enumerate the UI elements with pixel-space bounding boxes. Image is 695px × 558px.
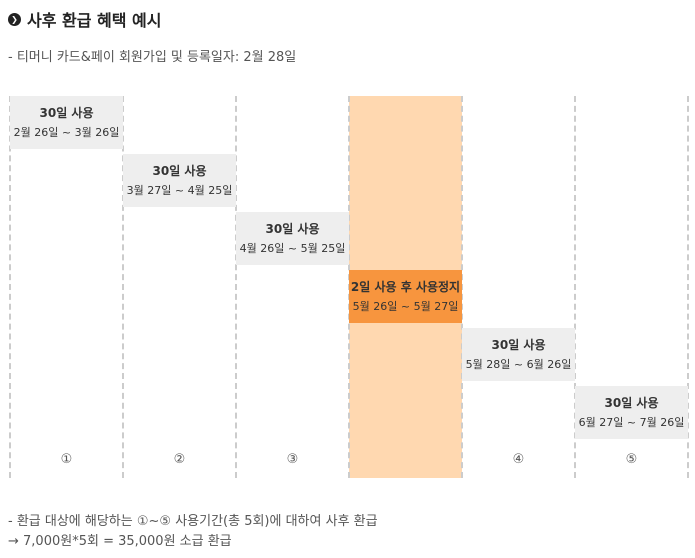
column-divider <box>574 96 576 478</box>
period-dates: 5월 26일 ~ 5월 27일 <box>352 299 459 313</box>
column-number-3: ③ <box>286 452 299 467</box>
period-dates: 6월 27일 ~ 7월 26일 <box>578 415 685 429</box>
column-number-2: ② <box>173 452 186 467</box>
column-divider <box>687 96 689 478</box>
period-label: 30일 사용 <box>152 163 207 178</box>
period-dates: 3월 27일 ~ 4월 25일 <box>126 183 233 197</box>
section-title: ❯ 사후 환급 혜택 예시 <box>8 7 161 31</box>
period-dates: 2월 26일 ~ 3월 26일 <box>13 125 120 139</box>
column-divider <box>461 96 463 478</box>
column-divider <box>235 96 237 478</box>
period-label: 2일 사용 후 사용정지 <box>350 279 461 294</box>
period-label: 30일 사용 <box>604 395 659 410</box>
refund-timeline: 30일 사용 2월 26일 ~ 3월 26일 30일 사용 3월 27일 ~ 4… <box>9 96 689 478</box>
refund-amount-note: → 7,000원*5회 = 35,000원 소급 환급 <box>8 534 232 549</box>
column-divider <box>9 96 11 478</box>
column-number-1: ① <box>60 452 73 467</box>
period-dates: 5월 28일 ~ 6월 26일 <box>465 357 572 371</box>
usage-period-3: 30일 사용 4월 26일 ~ 5월 25일 <box>236 212 349 265</box>
usage-period-4: 30일 사용 5월 28일 ~ 6월 26일 <box>462 328 575 381</box>
period-dates: 4월 26일 ~ 5월 25일 <box>239 241 346 255</box>
usage-period-5: 30일 사용 6월 27일 ~ 7월 26일 <box>575 386 688 439</box>
column-number-5: ⑤ <box>625 452 638 467</box>
period-label: 30일 사용 <box>39 105 94 120</box>
usage-period-2: 30일 사용 3월 27일 ~ 4월 25일 <box>123 154 236 207</box>
registration-date-note: - 티머니 카드&페이 회원가입 및 등록일자: 2월 28일 <box>8 50 297 65</box>
suspended-period: 2일 사용 후 사용정지 5월 26일 ~ 5월 27일 <box>349 270 462 323</box>
chevron-right-icon: ❯ <box>8 12 21 26</box>
section-title-text: 사후 환급 혜택 예시 <box>27 11 162 30</box>
column-number-4: ④ <box>512 452 525 467</box>
period-label: 30일 사용 <box>491 337 546 352</box>
refund-scope-note: - 환급 대상에 해당하는 ①~⑤ 사용기간(총 5회)에 대하여 사후 환급 <box>8 514 378 529</box>
usage-period-1: 30일 사용 2월 26일 ~ 3월 26일 <box>10 96 123 149</box>
period-label: 30일 사용 <box>265 221 320 236</box>
column-divider <box>122 96 124 478</box>
